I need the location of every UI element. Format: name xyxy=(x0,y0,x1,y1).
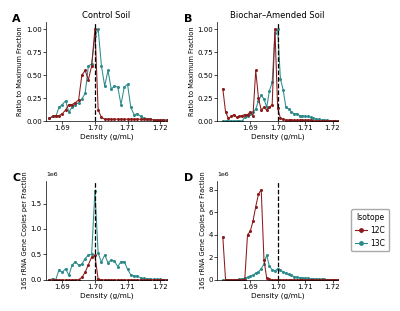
Y-axis label: 16S rRNA Gene Copies per Fraction: 16S rRNA Gene Copies per Fraction xyxy=(22,171,28,289)
X-axis label: Density (g/mL): Density (g/mL) xyxy=(251,133,304,140)
Text: A: A xyxy=(12,14,21,24)
Text: C: C xyxy=(12,173,20,183)
X-axis label: Density (g/mL): Density (g/mL) xyxy=(251,292,304,299)
X-axis label: Density (g/mL): Density (g/mL) xyxy=(80,292,133,299)
Title: Control Soil: Control Soil xyxy=(82,11,130,20)
Text: D: D xyxy=(184,173,193,183)
X-axis label: Density (g/mL): Density (g/mL) xyxy=(80,133,133,140)
Text: B: B xyxy=(184,14,192,24)
Y-axis label: Ratio to Maximum Fraction: Ratio to Maximum Fraction xyxy=(189,27,195,116)
Title: Biochar–Amended Soil: Biochar–Amended Soil xyxy=(230,11,325,20)
Y-axis label: 16S rRNA Gene Copies per Fraction: 16S rRNA Gene Copies per Fraction xyxy=(200,171,206,289)
Legend: 12C, 13C: 12C, 13C xyxy=(352,209,389,251)
Y-axis label: Ratio to Maximum Fraction: Ratio to Maximum Fraction xyxy=(17,27,23,116)
